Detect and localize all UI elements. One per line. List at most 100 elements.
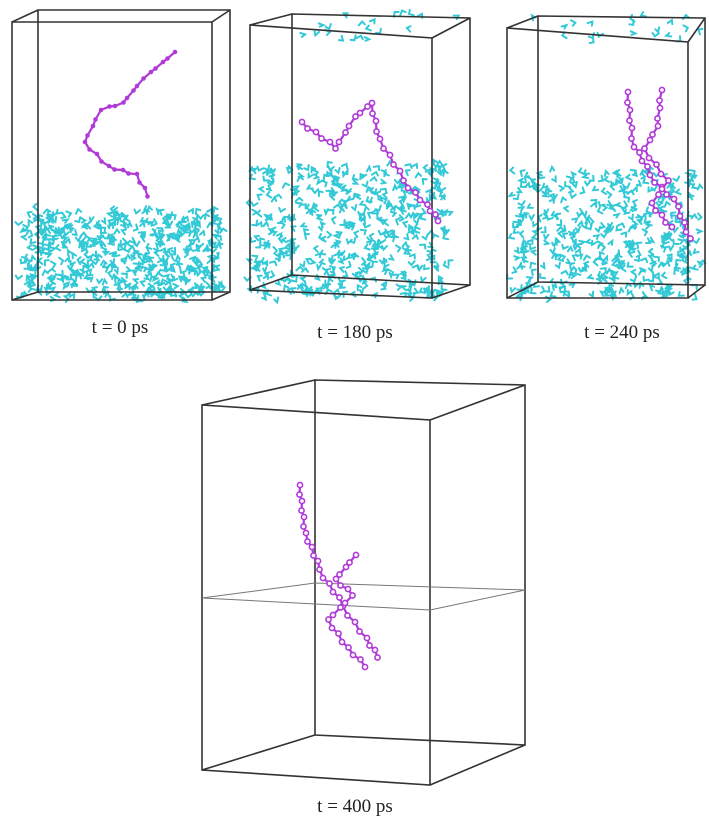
solvent — [252, 169, 256, 174]
solvent — [372, 213, 377, 217]
solvent — [649, 238, 653, 242]
solvent — [296, 203, 301, 207]
atom — [405, 185, 410, 190]
atom — [658, 171, 663, 176]
solvent — [372, 262, 377, 267]
solvent — [629, 252, 633, 256]
solvent — [15, 222, 22, 225]
solvent — [643, 229, 647, 235]
box-edge — [202, 735, 315, 770]
box-edge — [212, 10, 230, 22]
solvent — [381, 189, 387, 193]
solvent — [566, 259, 570, 263]
solvent — [252, 202, 258, 206]
solvent — [105, 238, 111, 242]
box-edge — [202, 405, 430, 785]
atom — [657, 105, 662, 110]
solvent — [516, 212, 521, 217]
atom — [303, 530, 308, 535]
solvent — [65, 257, 69, 261]
solvent — [583, 175, 588, 178]
atom — [358, 657, 363, 662]
solvent — [673, 176, 679, 180]
solvent — [556, 263, 560, 268]
atom — [391, 162, 396, 167]
solvent — [171, 254, 175, 259]
solvent — [562, 245, 568, 249]
solvent — [311, 260, 315, 264]
solvent — [335, 168, 339, 173]
solvent — [514, 256, 519, 259]
solvent — [637, 251, 641, 257]
solvent — [571, 194, 576, 198]
solvent — [605, 171, 609, 176]
box-edge — [12, 10, 38, 22]
solvent — [532, 250, 536, 254]
atom — [338, 605, 343, 610]
solvent — [189, 209, 193, 213]
box-edge — [250, 14, 292, 25]
solvent — [674, 269, 678, 274]
solvent — [697, 229, 702, 233]
atom — [669, 224, 674, 229]
solvent — [400, 11, 405, 16]
solvent — [372, 172, 378, 176]
panel-label: t = 0 ps — [92, 317, 149, 338]
solvent — [258, 276, 262, 281]
solvent — [602, 188, 606, 194]
solvent — [383, 193, 387, 198]
solvent — [73, 253, 76, 258]
solvent — [698, 29, 702, 34]
solvent — [80, 233, 86, 237]
solvent — [122, 230, 126, 235]
solvent — [127, 267, 131, 271]
atom — [305, 539, 310, 544]
solvent — [301, 204, 306, 208]
solvent — [406, 170, 410, 175]
solvent — [314, 174, 318, 178]
solvent — [552, 176, 555, 181]
solvent — [71, 261, 75, 265]
solvent — [267, 185, 271, 189]
atom — [305, 126, 310, 131]
solvent — [643, 179, 648, 183]
solvent — [530, 245, 535, 249]
solvent — [404, 234, 408, 239]
atom — [417, 197, 422, 202]
atom — [297, 482, 302, 487]
solvent — [376, 29, 381, 34]
solvent — [641, 12, 646, 16]
solvent — [421, 277, 426, 281]
solvent — [123, 239, 127, 245]
solvent — [662, 273, 666, 278]
solvent — [56, 245, 60, 250]
solvent — [633, 221, 637, 225]
solvent — [598, 208, 603, 214]
solvent — [420, 245, 425, 249]
solvent — [50, 242, 53, 247]
solvent — [512, 267, 516, 272]
solvent — [410, 254, 415, 258]
solvent — [283, 183, 289, 187]
solvent — [381, 180, 385, 184]
solvent — [66, 211, 71, 216]
solvent — [59, 258, 63, 264]
panel-label: t = 400 ps — [317, 796, 393, 817]
solvent — [22, 236, 26, 240]
atom — [631, 144, 636, 149]
solvent — [571, 236, 575, 241]
atom — [433, 212, 438, 217]
solvent — [90, 217, 94, 221]
solvent — [693, 266, 698, 270]
solvent — [145, 248, 149, 254]
solvent — [257, 211, 261, 217]
solvent — [601, 223, 605, 228]
solvent — [300, 33, 305, 37]
solvent — [282, 238, 287, 242]
solvent — [513, 222, 518, 226]
solvent — [577, 255, 582, 259]
solvent — [655, 27, 659, 32]
atom — [659, 87, 664, 92]
atom — [342, 600, 347, 605]
solvent — [76, 237, 81, 241]
